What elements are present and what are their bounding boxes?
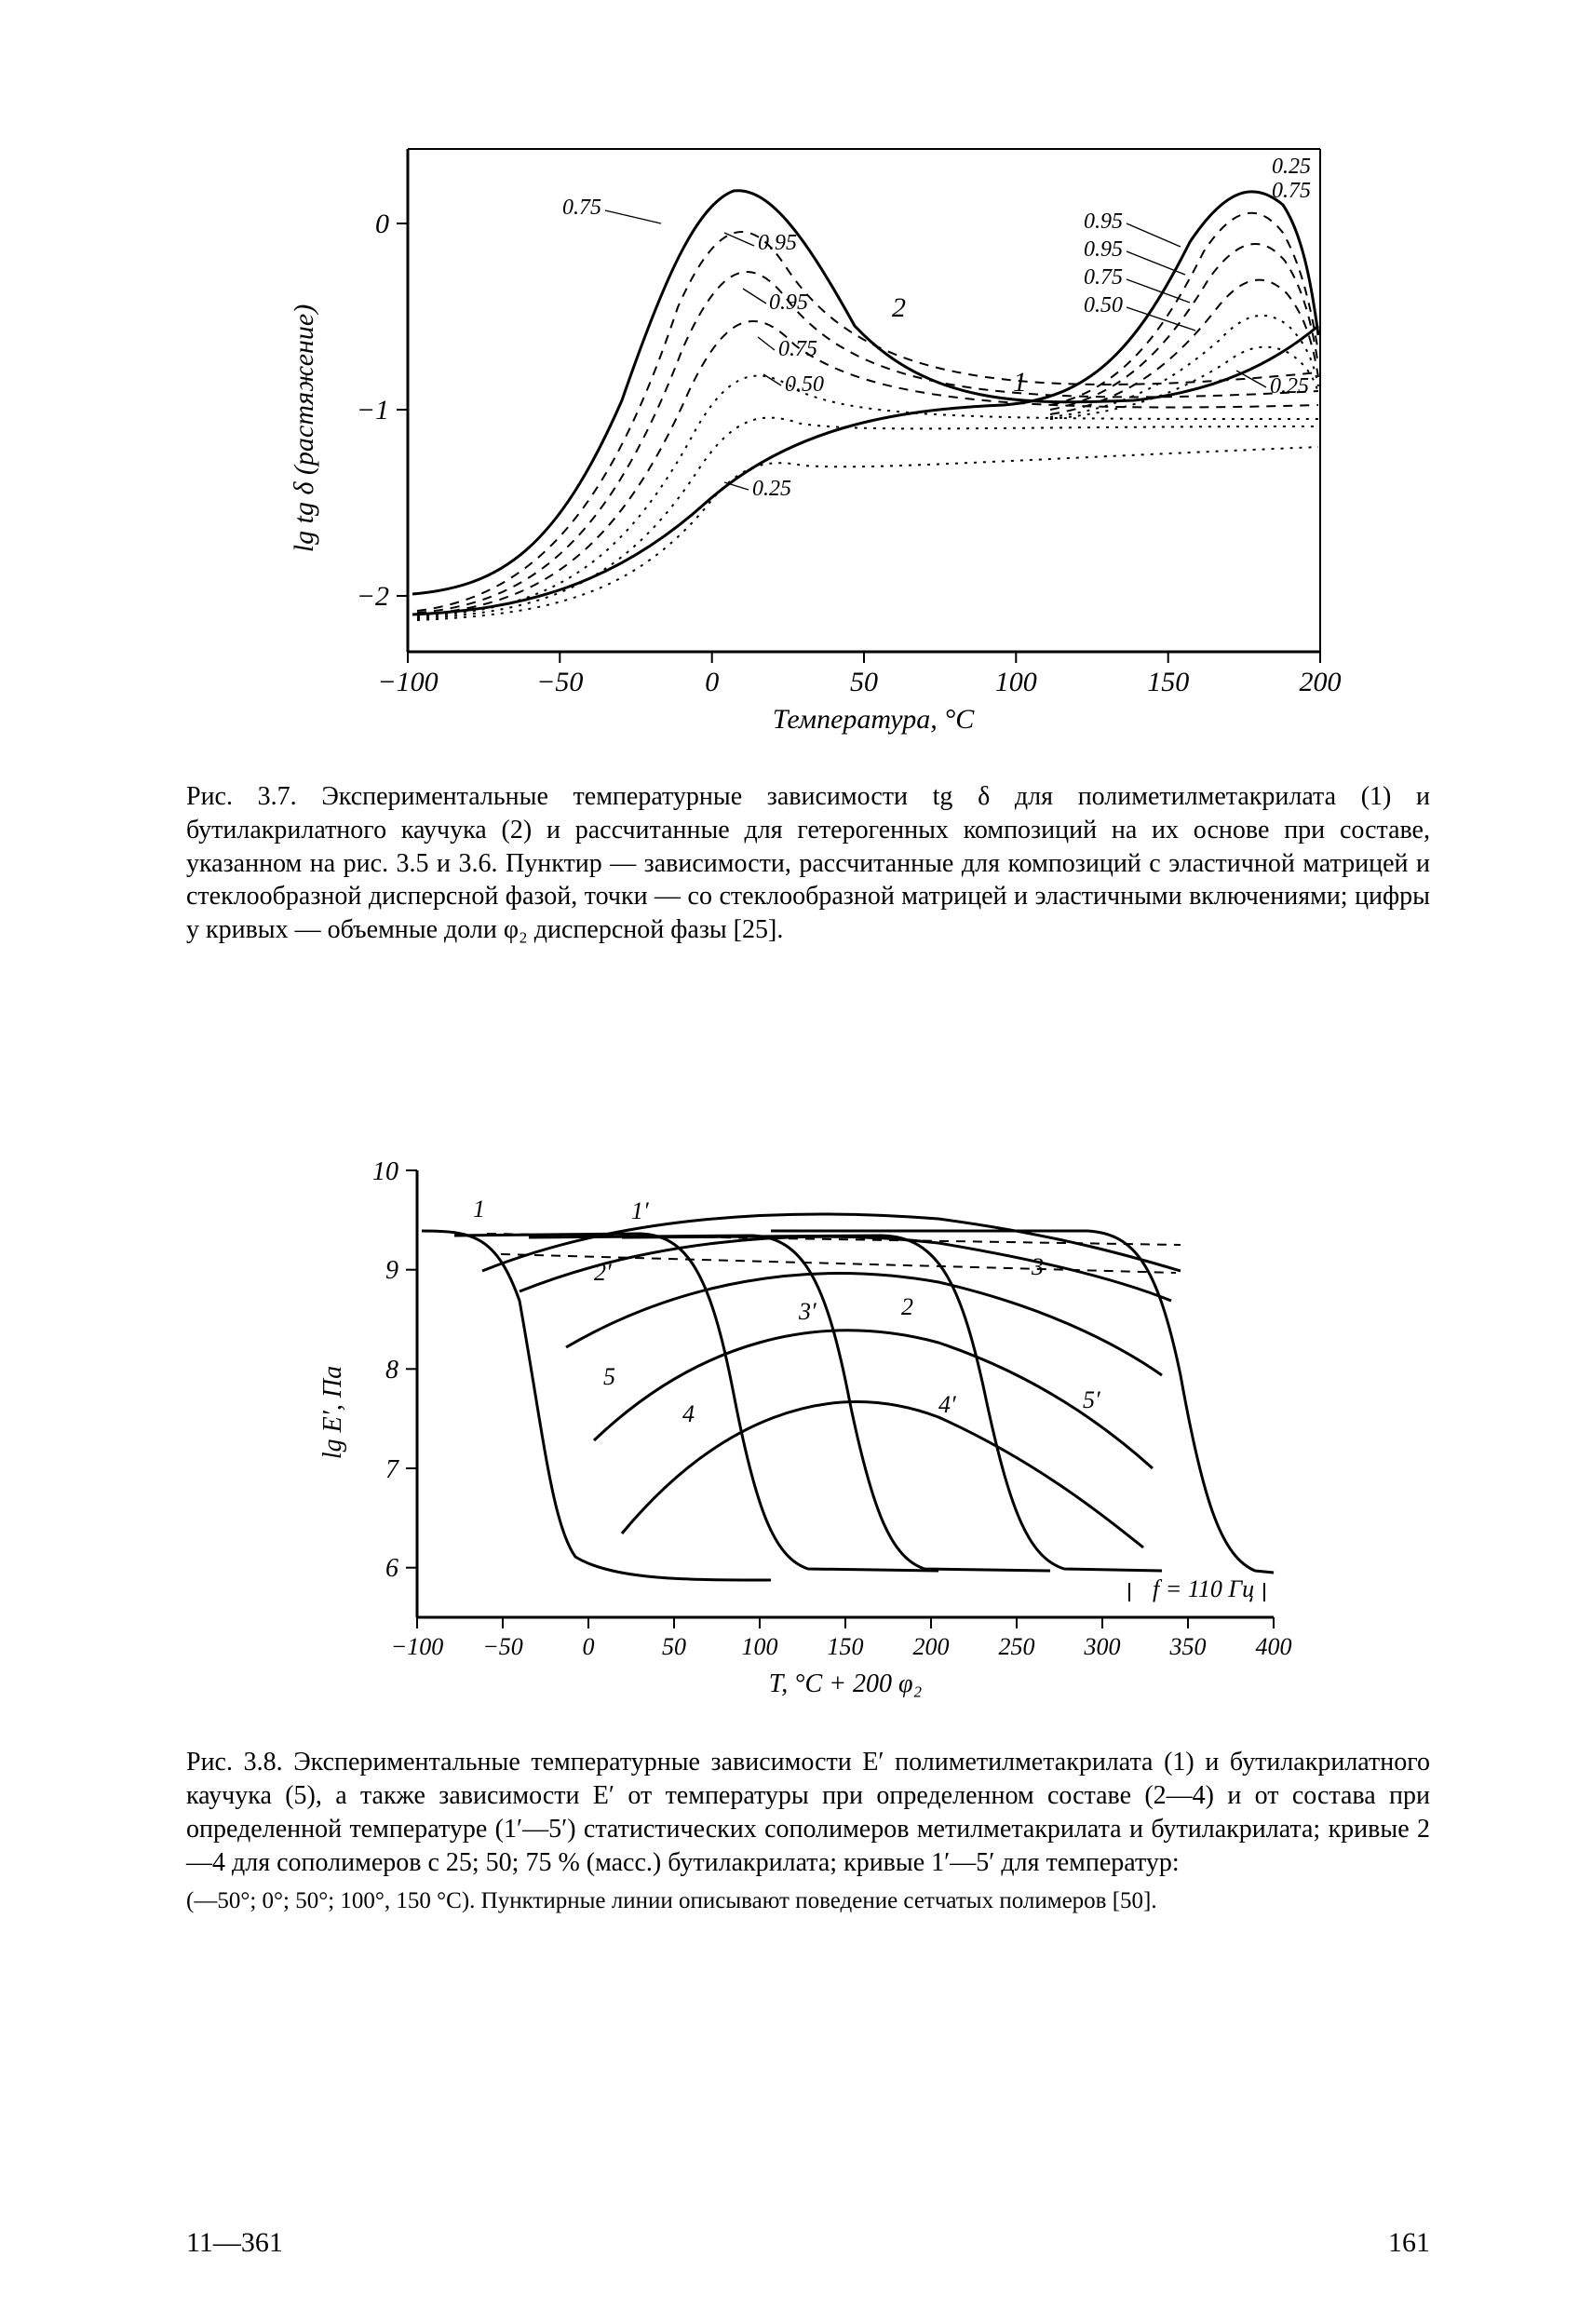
svg-text:9: 9 <box>385 1256 398 1285</box>
svg-text:0.75: 0.75 <box>778 337 817 361</box>
svg-text:5: 5 <box>603 1363 615 1390</box>
figure-3-8-chart: −100 −50 0 50 100 150 200 250 300 350 40… <box>287 1133 1329 1729</box>
svg-text:−1: −1 <box>357 395 389 426</box>
svg-text:0.75: 0.75 <box>1272 179 1311 203</box>
figure-3-7-ylabel: lg tg δ (растяжение) <box>289 304 319 552</box>
svg-text:0.95: 0.95 <box>769 290 808 315</box>
svg-text:200: 200 <box>1300 667 1342 697</box>
svg-text:50: 50 <box>850 667 878 697</box>
svg-text:0.95: 0.95 <box>1084 237 1123 262</box>
svg-text:3: 3 <box>1031 1253 1044 1280</box>
svg-text:0.95: 0.95 <box>1084 209 1123 234</box>
svg-text:6: 6 <box>385 1554 398 1583</box>
svg-text:7: 7 <box>385 1455 399 1484</box>
svg-text:4′: 4′ <box>938 1391 956 1418</box>
svg-text:0.25: 0.25 <box>1272 155 1311 179</box>
svg-text:1′: 1′ <box>631 1197 649 1224</box>
svg-text:250: 250 <box>999 1633 1035 1660</box>
svg-text:4: 4 <box>682 1400 695 1427</box>
svg-text:100: 100 <box>742 1633 778 1660</box>
svg-text:−50: −50 <box>536 667 583 697</box>
svg-text:0: 0 <box>705 667 719 697</box>
svg-text:−50: −50 <box>482 1633 523 1660</box>
figure-3-8-frequency-label: f = 110 Гц <box>1153 1575 1254 1602</box>
footer-right: 161 <box>1388 2227 1430 2259</box>
figure-3-8-xlabel: T, °C + 200 φ₂ <box>769 1669 923 1698</box>
svg-text:10: 10 <box>372 1157 398 1186</box>
page-footer: 11—361 161 <box>186 2227 1430 2259</box>
figure-3-7-caption: Рис. 3.7. Экспериментальные температурны… <box>186 780 1430 947</box>
svg-text:−100: −100 <box>391 1633 444 1660</box>
svg-text:8: 8 <box>385 1356 398 1385</box>
figure-3-8: −100 −50 0 50 100 150 200 250 300 350 40… <box>186 1133 1430 1917</box>
svg-text:0: 0 <box>375 209 389 239</box>
figure-3-8-caption: Рис. 3.8. Экспериментальные температурны… <box>186 1746 1430 1879</box>
svg-text:0.25: 0.25 <box>1270 374 1309 399</box>
page: −100 −50 0 50 100 150 200 Температура, °… <box>0 0 1579 2324</box>
svg-text:2′: 2′ <box>594 1259 612 1286</box>
svg-text:2: 2 <box>901 1293 913 1320</box>
svg-text:350: 350 <box>1169 1633 1207 1660</box>
svg-text:150: 150 <box>1147 667 1189 697</box>
svg-text:0.50: 0.50 <box>785 372 824 397</box>
svg-text:100: 100 <box>995 667 1037 697</box>
svg-text:−2: −2 <box>357 581 389 612</box>
svg-text:400: 400 <box>1256 1633 1292 1660</box>
figure-3-7-curve-2-label: 2 <box>892 292 906 323</box>
svg-text:1: 1 <box>473 1196 485 1223</box>
svg-text:0.75: 0.75 <box>1084 265 1123 290</box>
figure-3-7-chart: −100 −50 0 50 100 150 200 Температура, °… <box>240 93 1376 763</box>
figure-3-8-caption-2: (—50°; 0°; 50°; 100°, 150 °C). Пунктирны… <box>186 1886 1430 1917</box>
svg-text:0.95: 0.95 <box>758 231 797 255</box>
svg-text:50: 50 <box>662 1633 686 1660</box>
svg-text:150: 150 <box>828 1633 864 1660</box>
footer-left: 11—361 <box>186 2227 283 2259</box>
svg-text:0.25: 0.25 <box>752 477 791 501</box>
svg-text:5′: 5′ <box>1083 1386 1100 1413</box>
figure-3-7: −100 −50 0 50 100 150 200 Температура, °… <box>186 93 1430 947</box>
svg-text:−100: −100 <box>377 667 438 697</box>
figure-3-8-chart-wrap: −100 −50 0 50 100 150 200 250 300 350 40… <box>186 1133 1430 1729</box>
svg-text:200: 200 <box>913 1633 950 1660</box>
figure-3-8-ylabel: lg E′, Па <box>318 1366 347 1459</box>
figure-3-7-xlabel: Температура, °C <box>773 704 975 735</box>
svg-text:300: 300 <box>1084 1633 1121 1660</box>
svg-text:3′: 3′ <box>798 1298 816 1325</box>
svg-text:0.50: 0.50 <box>1084 293 1123 318</box>
svg-text:0: 0 <box>583 1633 595 1660</box>
svg-text:0.75: 0.75 <box>562 196 601 220</box>
figure-3-7-chart-wrap: −100 −50 0 50 100 150 200 Температура, °… <box>186 93 1430 763</box>
